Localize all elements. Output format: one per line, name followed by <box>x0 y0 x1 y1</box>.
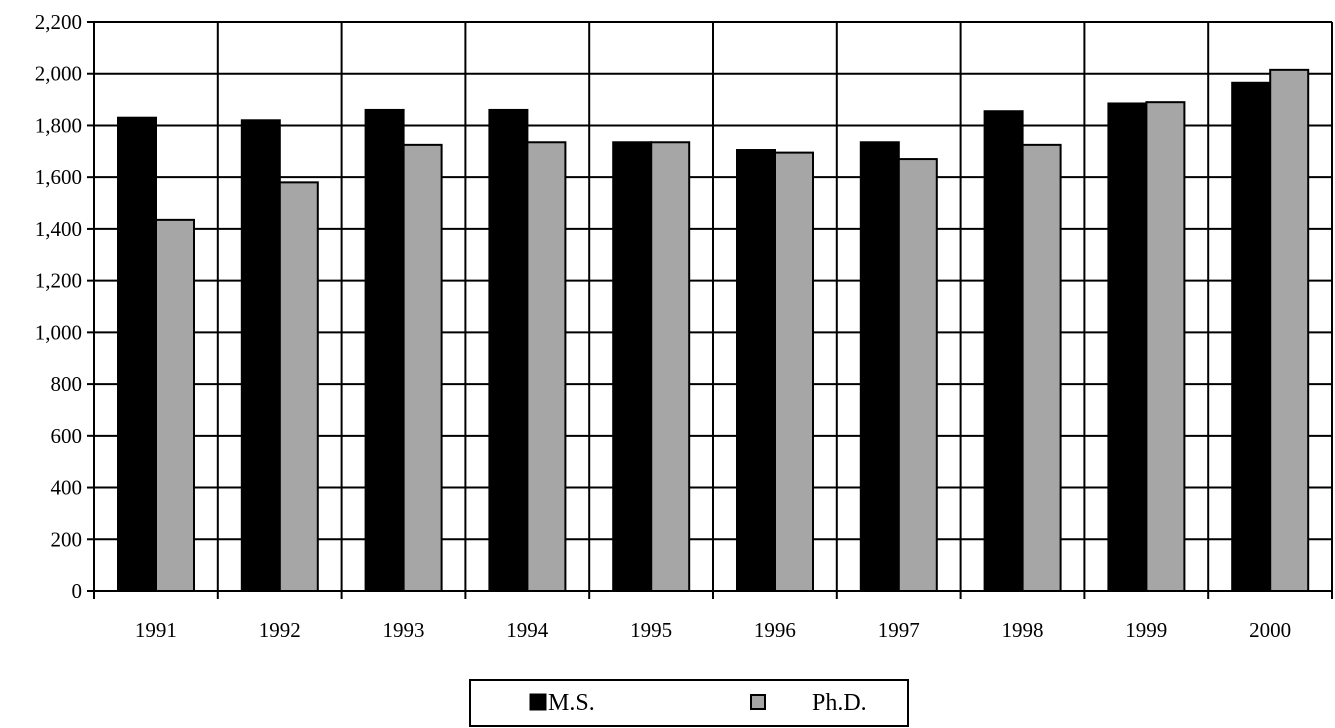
x-tick-label: 1993 <box>383 618 425 642</box>
x-tick-label: 1999 <box>1125 618 1167 642</box>
bar-phd <box>278 181 319 592</box>
bar-ms <box>117 116 157 592</box>
bar-phd <box>897 158 938 592</box>
x-tick-label: 1998 <box>1002 618 1044 642</box>
y-tick-labels: 0 200 400 600 800 1,000 1,200 1,400 1,600 1,800 2,… <box>35 10 82 603</box>
y-tick-label: 200 <box>51 527 83 551</box>
bar-ms <box>612 141 653 593</box>
axes <box>87 21 1333 599</box>
bar-ms <box>488 108 529 592</box>
bar-phd <box>1021 143 1062 593</box>
y-tick-label: 1,000 <box>35 320 82 344</box>
y-tick-label: 2,000 <box>35 62 82 86</box>
x-tick-label: 1991 <box>135 618 177 642</box>
bars <box>117 68 1310 593</box>
x-tick-label: 2000 <box>1249 618 1291 642</box>
bar-phd <box>650 141 691 593</box>
bar-phd <box>774 151 814 592</box>
x-tick-label: 1996 <box>754 618 796 642</box>
y-tick-label: 400 <box>51 476 83 500</box>
bar-ms <box>364 108 405 592</box>
y-tick-label: 800 <box>51 372 83 396</box>
bar-phd <box>155 218 195 592</box>
legend-swatch-ms <box>529 693 547 711</box>
bar-phd <box>526 141 567 593</box>
y-tick-label: 1,200 <box>35 269 82 293</box>
y-tick-label: 600 <box>51 424 83 448</box>
bar-ms <box>240 119 281 592</box>
bar-phd <box>1269 68 1310 593</box>
legend-label-phd: Ph.D. <box>812 690 867 716</box>
x-tick-label: 1997 <box>878 618 920 642</box>
bar-ms <box>983 110 1024 592</box>
bar-phd <box>402 143 443 593</box>
legend-label-ms: M.S. <box>548 690 595 716</box>
bar-phd <box>1145 101 1186 592</box>
bar-ms <box>1107 102 1148 592</box>
y-tick-label: 1,600 <box>35 165 82 189</box>
x-tick-label: 1994 <box>506 618 549 642</box>
legend: M.S. Ph.D. <box>469 679 909 727</box>
y-tick-label: 1,800 <box>35 113 82 137</box>
bar-ms <box>736 149 776 592</box>
legend-swatch-phd <box>750 694 766 710</box>
bar-ms <box>1231 81 1272 593</box>
x-tick-label: 1992 <box>259 618 301 642</box>
x-tick-label: 1995 <box>630 618 672 642</box>
y-tick-label: 2,200 <box>35 10 82 34</box>
x-tick-labels: 1991 1992 1993 1994 1995 1996 1997 1998 1999 2000 <box>135 618 1291 642</box>
y-tick-label: 0 <box>72 579 83 603</box>
bar-ms <box>859 141 900 593</box>
y-tick-label: 1,400 <box>35 217 82 241</box>
